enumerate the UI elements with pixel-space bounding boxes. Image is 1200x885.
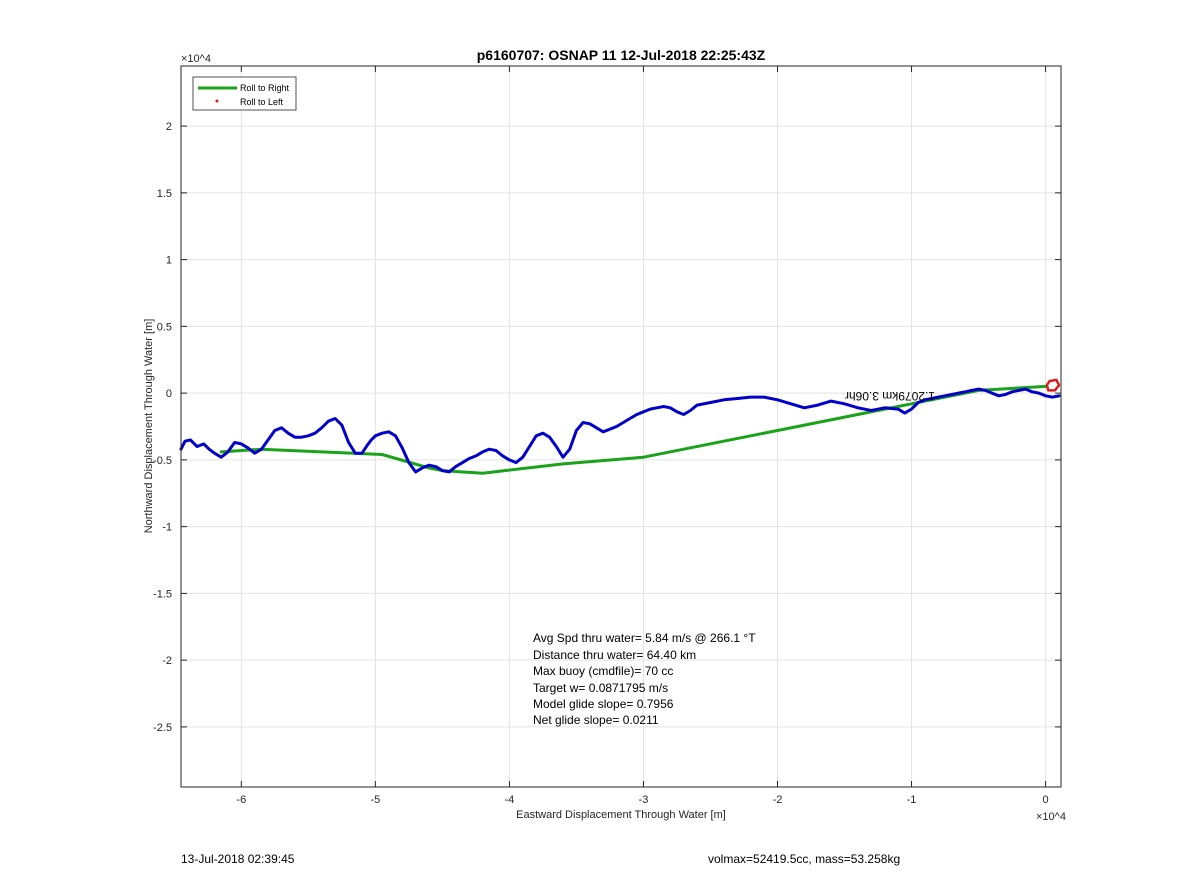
x-exponent-label: ×10^4: [1036, 811, 1066, 823]
surface-loop-line: [1045, 378, 1061, 392]
segment-label: 1.2079km 3.06hr: [845, 389, 935, 403]
y-tick-label: 1: [166, 255, 172, 267]
y-exponent-label: ×10^4: [181, 53, 211, 65]
x-tick-label: -4: [505, 794, 515, 806]
y-tick-label: -0.5: [153, 455, 172, 467]
y-axis-label: Northward Displacement Through Water [m]: [143, 319, 155, 534]
x-tick-label: 0: [1043, 794, 1049, 806]
stats-annotation: Avg Spd thru water= 5.84 m/s @ 266.1 °T …: [533, 631, 756, 727]
legend: Roll to Right Roll to Left: [192, 76, 297, 111]
stat-distance: Distance thru water= 64.40 km: [533, 648, 696, 662]
stat-avg-speed: Avg Spd thru water= 5.84 m/s @ 266.1 °T: [533, 631, 756, 645]
axes-box: [180, 65, 1062, 788]
legend-box: [192, 76, 297, 111]
stat-net-glide-slope: Net glide slope= 0.0211: [533, 713, 659, 727]
y-tick-label: 0.5: [157, 321, 172, 333]
y-tick-label: -2: [162, 655, 172, 667]
footer-timestamp: 13-Jul-2018 02:39:45: [181, 852, 295, 866]
stat-model-glide-slope: Model glide slope= 0.7956: [533, 697, 674, 711]
y-tick-label: 1.5: [157, 188, 172, 200]
x-tick-label: -3: [639, 794, 649, 806]
grid: [181, 66, 1061, 787]
stat-max-buoy: Max buoy (cmdfile)= 70 cc: [533, 664, 673, 678]
x-tick-label: -1: [907, 794, 917, 806]
plot-area: [181, 66, 1061, 787]
chart-title: p6160707: OSNAP 11 12-Jul-2018 22:25:43Z: [477, 47, 766, 63]
dive-track-line: [179, 387, 1061, 474]
y-tick-label: 0: [166, 388, 172, 400]
legend-marker-roll-left: [215, 99, 219, 103]
y-tick-label: -1.5: [153, 588, 172, 600]
legend-label-roll-left: Roll to Left: [240, 97, 284, 107]
legend-label-roll-right: Roll to Right: [240, 83, 290, 93]
ticks: -6 -5 -4 -3 -2 -1 0 -2.5 -2 -1.5 -1 -0.5 0 0.5 1 1.5 2: [153, 66, 1061, 806]
x-tick-label: -6: [236, 794, 246, 806]
stat-target-w: Target w= 0.0871795 m/s: [533, 681, 668, 695]
x-axis-label: Eastward Displacement Through Water [m]: [516, 809, 726, 821]
footer-vehicle-params: volmax=52419.5cc, mass=53.258kg: [708, 852, 901, 866]
series-layer: [179, 378, 1061, 475]
roll-right-track: [219, 384, 1048, 475]
x-tick-label: -2: [773, 794, 783, 806]
y-tick-label: -1: [162, 522, 172, 534]
y-tick-label: 2: [166, 121, 172, 133]
y-tick-label: -2.5: [153, 722, 172, 734]
x-tick-label: -5: [370, 794, 380, 806]
